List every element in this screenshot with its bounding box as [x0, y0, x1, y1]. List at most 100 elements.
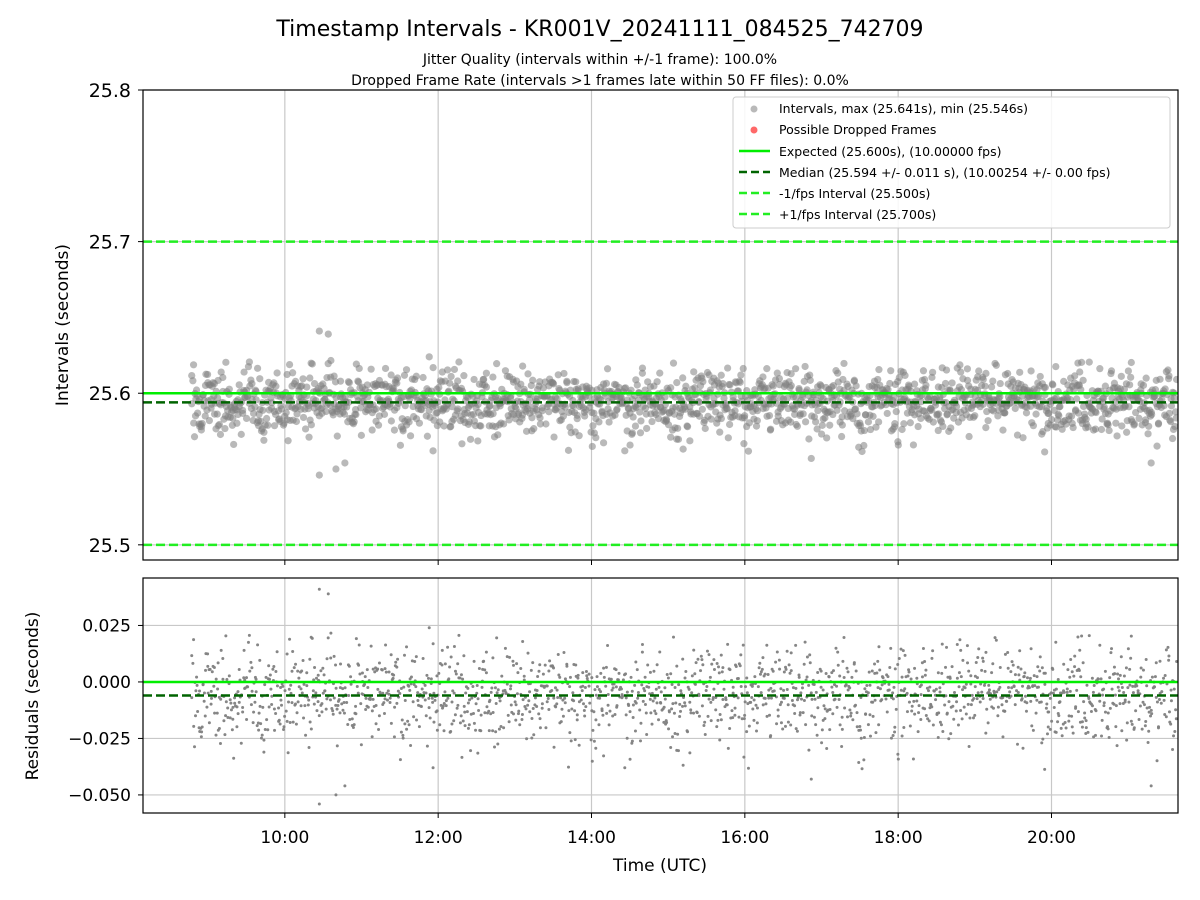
residual-point — [679, 709, 683, 713]
residual-point — [258, 704, 262, 708]
residual-point — [820, 728, 824, 732]
residual-point — [508, 655, 512, 659]
interval-point — [333, 432, 341, 440]
interval-point — [1069, 423, 1077, 432]
residual-point — [405, 645, 409, 649]
x-tick-label: 18:00 — [874, 828, 923, 848]
residual-point — [288, 637, 292, 641]
residual-point — [236, 712, 240, 716]
interval-point — [900, 420, 908, 428]
residual-point — [765, 643, 769, 647]
interval-point — [963, 376, 972, 384]
residual-point — [340, 702, 344, 706]
residual-point — [384, 670, 388, 674]
residual-point — [636, 696, 640, 700]
residual-point — [688, 751, 692, 755]
residual-point — [763, 696, 767, 700]
residual-point — [1149, 714, 1153, 718]
residual-point — [526, 703, 530, 707]
residual-point — [250, 689, 254, 693]
interval-point — [917, 398, 925, 406]
residual-point — [581, 671, 585, 675]
residual-point — [630, 689, 634, 693]
residual-point — [1025, 676, 1029, 680]
residual-point — [1155, 759, 1159, 763]
interval-point — [381, 364, 390, 373]
residual-point — [791, 686, 795, 690]
residual-point — [585, 674, 589, 678]
residual-point — [282, 725, 286, 729]
residual-point — [754, 703, 758, 707]
residual-point — [814, 723, 818, 727]
residual-point — [730, 709, 734, 713]
residual-point — [452, 719, 456, 723]
residual-point — [261, 705, 265, 709]
intervals-y-tick-label: 25.6 — [89, 383, 131, 405]
residual-point — [972, 697, 976, 701]
interval-point — [592, 434, 600, 442]
residual-point — [955, 700, 959, 704]
residual-point — [860, 767, 864, 771]
interval-point — [744, 447, 753, 455]
residual-point — [621, 678, 625, 682]
residual-point — [742, 755, 746, 759]
residual-point — [500, 674, 504, 678]
residual-point — [624, 672, 628, 676]
residual-point — [830, 685, 834, 689]
residual-point — [679, 689, 683, 693]
residual-point — [270, 702, 274, 706]
residual-point — [938, 720, 942, 724]
interval-point — [1148, 410, 1156, 419]
intervals-y-tick-label: 25.8 — [89, 80, 131, 102]
residual-point — [216, 687, 220, 691]
residual-point — [804, 723, 808, 727]
residual-point — [291, 649, 295, 653]
interval-point — [419, 373, 427, 382]
residual-point — [836, 663, 840, 667]
residual-point — [755, 729, 759, 733]
interval-point — [636, 429, 645, 437]
residual-point — [924, 668, 928, 672]
residual-point — [845, 715, 849, 719]
residual-point — [515, 692, 519, 696]
residual-point — [256, 721, 260, 725]
residual-point — [742, 717, 746, 721]
residual-point — [1144, 657, 1148, 661]
interval-point — [190, 433, 199, 441]
residual-point — [359, 743, 363, 747]
residual-point — [779, 700, 783, 704]
residual-point — [209, 689, 213, 693]
residual-point — [579, 698, 583, 702]
interval-point — [759, 373, 767, 381]
residual-point — [204, 668, 208, 672]
residual-point — [567, 709, 571, 713]
interval-point — [664, 421, 673, 429]
residual-point — [537, 669, 541, 673]
interval-point — [233, 419, 241, 427]
residual-point — [236, 690, 240, 694]
residual-point — [943, 703, 947, 707]
residual-point — [1135, 684, 1139, 688]
interval-point — [1113, 432, 1121, 440]
residual-point — [466, 701, 470, 705]
residual-point — [905, 710, 909, 714]
residual-point — [855, 711, 859, 715]
residual-point — [289, 683, 293, 687]
residual-point — [726, 642, 730, 646]
residuals-x-ticks: 10:00 12:00 14:00 16:00 18:00 20:00 — [260, 813, 1076, 848]
residual-point — [896, 663, 900, 667]
residual-point — [325, 697, 329, 701]
residual-point — [1012, 684, 1016, 688]
residuals-reference-lines — [143, 680, 1178, 697]
residual-point — [555, 702, 559, 706]
residual-point — [208, 667, 212, 671]
interval-point — [454, 405, 462, 413]
interval-point — [731, 407, 739, 415]
residual-point — [846, 688, 850, 692]
residual-point — [488, 698, 492, 702]
residual-point — [308, 720, 312, 724]
residual-point — [1074, 706, 1078, 710]
residual-point — [1147, 710, 1151, 714]
residual-point — [874, 731, 878, 735]
interval-point — [189, 361, 198, 369]
